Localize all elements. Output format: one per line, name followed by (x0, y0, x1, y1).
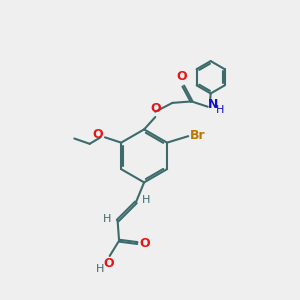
Text: H: H (216, 105, 224, 115)
Text: O: O (140, 236, 150, 250)
Text: O: O (93, 128, 104, 142)
Text: H: H (96, 264, 104, 274)
Text: O: O (150, 102, 160, 115)
Text: H: H (103, 214, 111, 224)
Text: H: H (142, 195, 151, 205)
Text: O: O (177, 70, 188, 83)
Text: N: N (208, 98, 219, 111)
Text: Br: Br (189, 129, 205, 142)
Text: O: O (103, 257, 114, 271)
